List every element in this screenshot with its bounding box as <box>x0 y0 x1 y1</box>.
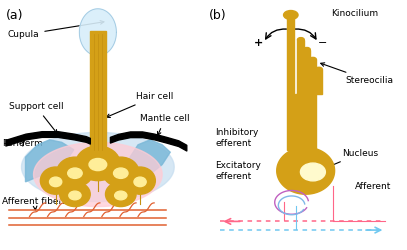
Text: −: − <box>318 38 328 48</box>
Text: Hair cell: Hair cell <box>106 92 173 118</box>
Text: Stereocilia: Stereocilia <box>321 63 393 85</box>
Polygon shape <box>22 132 174 202</box>
Polygon shape <box>130 140 170 182</box>
Ellipse shape <box>103 157 139 187</box>
Text: (a): (a) <box>5 9 23 22</box>
Circle shape <box>315 67 322 71</box>
Text: Inhibitory
efferent: Inhibitory efferent <box>215 128 258 148</box>
Polygon shape <box>277 147 335 194</box>
Ellipse shape <box>300 163 325 181</box>
Circle shape <box>298 38 304 42</box>
Text: Nucleus: Nucleus <box>322 149 379 170</box>
Bar <box>309 60 316 94</box>
Ellipse shape <box>50 177 62 186</box>
Ellipse shape <box>125 167 155 194</box>
Ellipse shape <box>69 191 81 200</box>
Circle shape <box>284 10 298 20</box>
Polygon shape <box>295 94 316 162</box>
Bar <box>315 69 322 94</box>
Bar <box>287 15 294 150</box>
Polygon shape <box>26 140 74 182</box>
Ellipse shape <box>105 182 136 206</box>
Polygon shape <box>79 9 116 56</box>
Text: Periderm: Periderm <box>2 139 43 148</box>
Ellipse shape <box>40 167 71 194</box>
Text: Support cell: Support cell <box>9 102 63 134</box>
Ellipse shape <box>114 168 128 178</box>
Polygon shape <box>34 142 162 206</box>
Text: Excitatory
efferent: Excitatory efferent <box>215 161 261 182</box>
Ellipse shape <box>76 146 120 180</box>
Text: Cupula: Cupula <box>8 20 104 39</box>
Ellipse shape <box>134 177 146 186</box>
Ellipse shape <box>60 182 90 206</box>
Circle shape <box>309 58 316 62</box>
Ellipse shape <box>68 168 82 178</box>
Bar <box>298 40 304 94</box>
Bar <box>90 31 106 155</box>
Text: Kinocilium: Kinocilium <box>331 9 378 18</box>
Bar <box>304 50 310 94</box>
Text: Afferent fibers: Afferent fibers <box>2 196 67 210</box>
Ellipse shape <box>115 191 127 200</box>
Ellipse shape <box>57 157 93 187</box>
Text: +: + <box>254 38 263 48</box>
Ellipse shape <box>89 158 107 170</box>
Circle shape <box>304 48 310 52</box>
Text: Mantle cell: Mantle cell <box>140 114 190 136</box>
Text: (b): (b) <box>208 9 226 22</box>
Text: Afferent: Afferent <box>355 182 392 191</box>
